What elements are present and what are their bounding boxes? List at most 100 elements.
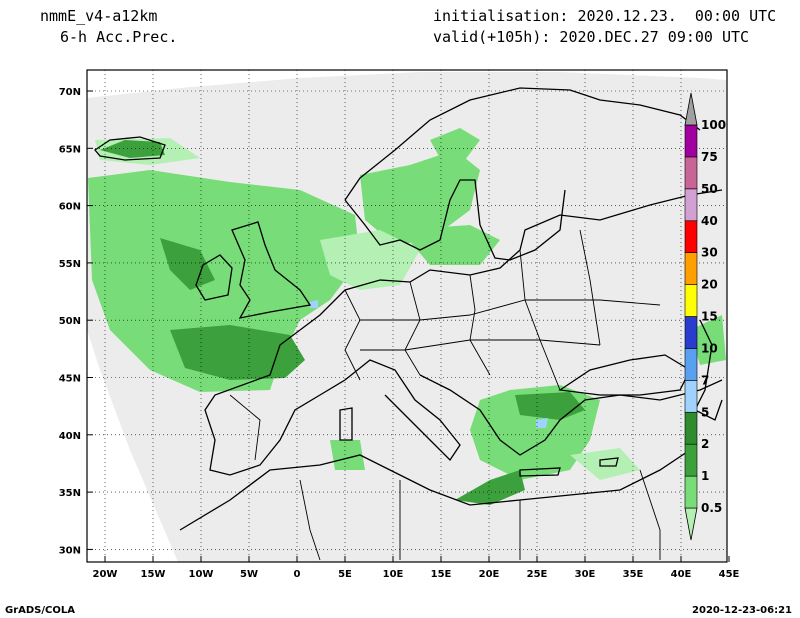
border-4 bbox=[519, 249, 561, 391]
colorbar-level-label: 75 bbox=[701, 150, 718, 164]
lon-tick-label: 10W bbox=[189, 569, 214, 580]
precip-lapland bbox=[430, 128, 480, 160]
axis-ticks: 70N 65N 60N 55N 50N 45N 40N 35N 30N 20W 15W 10W 5W 0 5… bbox=[59, 87, 740, 580]
lat-tick-label: 60N bbox=[59, 202, 81, 213]
lon-tick-label: 15E bbox=[431, 569, 452, 580]
border-5 bbox=[360, 299, 661, 321]
border-1 bbox=[344, 289, 361, 381]
colorbar-high-arrow bbox=[684, 92, 698, 126]
colorbar-swatch bbox=[684, 475, 698, 509]
country-borders bbox=[229, 229, 661, 561]
init-time: initialisation: 2020.12.23. 00:00 UTC bbox=[433, 7, 777, 25]
lon-tick-label: 30E bbox=[575, 569, 596, 580]
colorbar-swatch bbox=[684, 156, 698, 190]
precip-ireland-dark bbox=[160, 238, 215, 290]
coastline-crete bbox=[519, 467, 561, 477]
border-2 bbox=[404, 281, 421, 376]
precip-crete bbox=[455, 470, 525, 505]
colorbar-level-label: 1 bbox=[701, 469, 709, 483]
valid-time: valid(+105h): 2020.DEC.27 09:00 UTC bbox=[433, 28, 750, 46]
lon-tick-label: 40E bbox=[671, 569, 692, 580]
precip-shading bbox=[88, 128, 726, 505]
lat-tick-label: 45N bbox=[59, 374, 81, 385]
colorbar-level-label: 7 bbox=[701, 373, 709, 387]
colorbar-swatch bbox=[684, 220, 698, 253]
plot-frame bbox=[86, 69, 728, 563]
colorbar-level-label: 20 bbox=[701, 278, 718, 292]
precip-caucasus bbox=[690, 315, 726, 365]
border-6 bbox=[360, 339, 601, 351]
colorbar-level-label: 40 bbox=[701, 214, 718, 228]
render-timestamp: 2020-12-23-06:21 bbox=[692, 605, 792, 616]
border-8 bbox=[229, 394, 261, 461]
colorbar-level-label: 5 bbox=[701, 405, 709, 419]
colorbar-level-label: 2 bbox=[701, 437, 709, 451]
border-9 bbox=[299, 479, 321, 561]
precip-aegean-dark bbox=[515, 392, 585, 420]
lon-tick-label: 20W bbox=[93, 569, 118, 580]
colorbar-swatch bbox=[684, 380, 698, 413]
lon-tick-label: 10E bbox=[383, 569, 404, 580]
precip-east-med bbox=[570, 448, 640, 480]
colorbar-swatch bbox=[684, 411, 698, 445]
lat-tick-label: 70N bbox=[59, 87, 81, 98]
lon-tick-label: 15W bbox=[141, 569, 166, 580]
lon-tick-label: 45E bbox=[719, 569, 740, 580]
coastline-scandinavia bbox=[344, 87, 701, 261]
colorbar: 0.5 1 2 5 7 10 15 20 30 40 50 75 100 bbox=[684, 92, 726, 541]
colorbar-swatch bbox=[684, 124, 698, 158]
lon-tick-label: 35E bbox=[623, 569, 644, 580]
coastline-balkans bbox=[419, 374, 723, 456]
lat-tick-label: 35N bbox=[59, 488, 81, 499]
coastline-caspian bbox=[694, 319, 723, 421]
coastline-iceland bbox=[94, 136, 166, 161]
precip-aegean-blue bbox=[536, 418, 548, 428]
coastline-italy bbox=[344, 359, 461, 462]
colorbar-swatch bbox=[684, 316, 698, 349]
colorbar-swatch bbox=[684, 188, 698, 222]
model-name: nmmE_v4-a12km bbox=[40, 7, 158, 25]
colorbar-level-label: 15 bbox=[701, 310, 718, 324]
coastline-north-africa bbox=[179, 449, 691, 531]
colorbar-swatch bbox=[684, 252, 698, 285]
precip-norway-sea bbox=[360, 150, 480, 245]
lon-tick-label: 20E bbox=[479, 569, 500, 580]
border-12 bbox=[639, 469, 661, 560]
colorbar-swatch bbox=[684, 284, 698, 317]
precip-baltic bbox=[400, 225, 500, 265]
border-3 bbox=[469, 274, 491, 376]
colorbar-level-label: 0.5 bbox=[701, 501, 722, 515]
lat-tick-label: 40N bbox=[59, 431, 81, 442]
border-7 bbox=[579, 229, 601, 346]
coastline-cyprus bbox=[599, 457, 619, 467]
field-name: 6-h Acc.Prec. bbox=[60, 28, 178, 46]
colorbar-level-label: 100 bbox=[701, 118, 726, 132]
coastlines bbox=[94, 87, 723, 531]
colorbar-swatch bbox=[684, 443, 698, 477]
graticule bbox=[87, 70, 727, 562]
precip-atlantic-light bbox=[88, 170, 360, 392]
lon-tick-label: 0 bbox=[294, 569, 301, 580]
precip-channel-blue bbox=[310, 300, 318, 308]
coastline-sardinia bbox=[339, 407, 353, 441]
lat-tick-label: 55N bbox=[59, 259, 81, 270]
coastline-iberia bbox=[204, 329, 346, 476]
colorbar-level-label: 50 bbox=[701, 182, 718, 196]
lat-tick-label: 65N bbox=[59, 144, 81, 155]
colorbar-level-label: 30 bbox=[701, 246, 718, 260]
lon-tick-label: 5W bbox=[240, 569, 258, 580]
colorbar-swatch bbox=[684, 348, 698, 381]
lat-tick-label: 50N bbox=[59, 316, 81, 327]
software-credit: GrADS/COLA bbox=[5, 605, 75, 616]
precip-iceland bbox=[100, 140, 165, 158]
lon-tick-label: 5E bbox=[338, 569, 352, 580]
colorbar-level-label: 10 bbox=[701, 341, 718, 355]
coastline-continent bbox=[299, 189, 723, 331]
lon-tick-label: 25E bbox=[527, 569, 548, 580]
lat-tick-label: 30N bbox=[59, 545, 81, 556]
precip-biscay-dark bbox=[170, 325, 305, 380]
coastline-britain bbox=[231, 221, 312, 319]
coastline-ireland bbox=[195, 254, 233, 301]
precip-sicily bbox=[330, 440, 365, 470]
